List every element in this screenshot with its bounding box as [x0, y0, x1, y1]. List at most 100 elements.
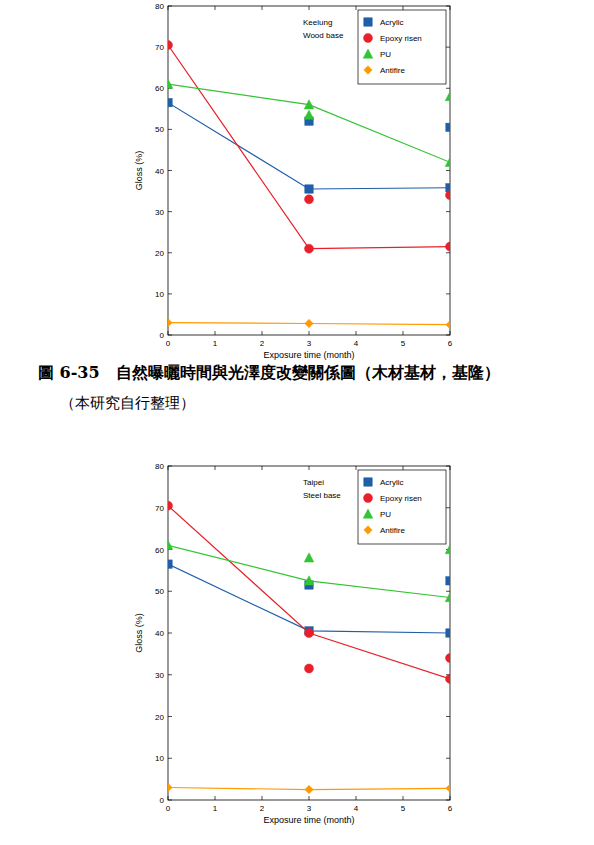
x-tick-label: 5	[401, 339, 406, 348]
x-tick	[356, 6, 357, 10]
y-tick	[168, 129, 172, 130]
point	[445, 593, 450, 602]
x-tick	[356, 331, 357, 335]
y-tick	[446, 211, 450, 212]
y-tick-label: 0	[160, 796, 165, 805]
point	[304, 576, 314, 585]
y-tick	[446, 252, 450, 253]
annotation: Keelung	[303, 18, 332, 27]
x-tick	[450, 796, 451, 800]
legend-marker	[364, 526, 372, 534]
point	[445, 545, 450, 554]
data	[168, 501, 450, 794]
page: 010203040506070800123456Exposure time (m…	[0, 0, 594, 845]
point	[168, 783, 172, 791]
legend-marker	[364, 18, 372, 26]
point	[168, 560, 172, 568]
point	[304, 553, 314, 562]
x-axis-title: Exposure time (month)	[263, 350, 354, 360]
point	[305, 629, 314, 638]
legend-marker	[363, 509, 373, 518]
y-tick-label: 40	[155, 629, 164, 638]
y-tick-label: 60	[155, 546, 164, 555]
y-tick-label: 80	[155, 462, 164, 471]
point	[446, 629, 450, 637]
legend-marker	[363, 49, 373, 58]
y-tick	[168, 211, 172, 212]
plot-frame	[168, 6, 450, 335]
point	[168, 540, 173, 549]
plot-frame	[168, 466, 450, 800]
point	[305, 785, 313, 793]
chart: 010203040506070800123456Exposure time (m…	[134, 462, 455, 825]
y-tick	[446, 507, 450, 508]
point	[446, 674, 451, 683]
x-tick-label: 3	[307, 804, 312, 813]
caption: 圖 6-35 自然曝曬時間與光澤度改變關係圖（木材基材，基隆）	[38, 363, 500, 382]
y-tick	[168, 800, 172, 801]
x-tick	[262, 331, 263, 335]
annotation: Wood base	[303, 31, 344, 40]
x-tick	[309, 796, 310, 800]
point	[168, 98, 172, 106]
x-tick	[262, 466, 263, 470]
x-tick-label: 2	[260, 339, 265, 348]
x-tick	[450, 331, 451, 335]
point	[305, 185, 313, 193]
x-tick	[215, 331, 216, 335]
x-tick-label: 6	[448, 804, 453, 813]
point	[168, 501, 173, 510]
y-tick-label: 30	[155, 671, 164, 680]
series-line	[168, 545, 450, 597]
point	[446, 784, 450, 792]
y-tick	[168, 252, 172, 253]
y-tick	[168, 674, 172, 675]
y-tick	[446, 88, 450, 89]
point	[305, 664, 314, 673]
x-tick-label: 1	[213, 339, 218, 348]
series-line	[168, 103, 450, 189]
y-tick	[168, 293, 172, 294]
legend-label: PU	[380, 50, 391, 59]
point	[446, 123, 450, 131]
x-tick	[309, 466, 310, 470]
x-tick	[309, 6, 310, 10]
point	[168, 41, 173, 50]
y-tick	[446, 591, 450, 592]
y-tick	[168, 466, 172, 467]
legend-marker	[364, 478, 372, 486]
point	[305, 195, 314, 204]
x-tick-label: 2	[260, 804, 265, 813]
x-tick	[215, 796, 216, 800]
y-tick-label: 50	[155, 587, 164, 596]
y-tick	[446, 335, 450, 336]
x-tick	[403, 331, 404, 335]
y-tick	[446, 800, 450, 801]
series-line	[168, 84, 450, 162]
y-tick	[446, 293, 450, 294]
y-tick	[446, 758, 450, 759]
point	[446, 577, 450, 585]
x-tick	[262, 796, 263, 800]
x-tick-label: 4	[354, 339, 359, 348]
y-tick	[168, 716, 172, 717]
y-tick	[168, 170, 172, 171]
x-tick	[168, 331, 169, 335]
y-tick	[446, 47, 450, 48]
point	[168, 318, 172, 326]
x-tick	[262, 6, 263, 10]
legend: AcrylicEpoxy risenPUAntifire	[358, 470, 446, 544]
x-tick	[215, 6, 216, 10]
x-tick-label: 3	[307, 339, 312, 348]
legend-label: Epoxy risen	[380, 494, 422, 503]
annotation: Steel base	[303, 491, 341, 500]
x-tick-label: 5	[401, 804, 406, 813]
y-tick-label: 70	[155, 504, 164, 513]
chart: 010203040506070800123456Exposure time (m…	[134, 2, 455, 360]
x-tick	[168, 796, 169, 800]
x-tick	[403, 796, 404, 800]
legend-marker	[364, 34, 373, 43]
x-tick-label: 0	[166, 339, 171, 348]
point	[305, 244, 314, 253]
y-tick	[168, 591, 172, 592]
